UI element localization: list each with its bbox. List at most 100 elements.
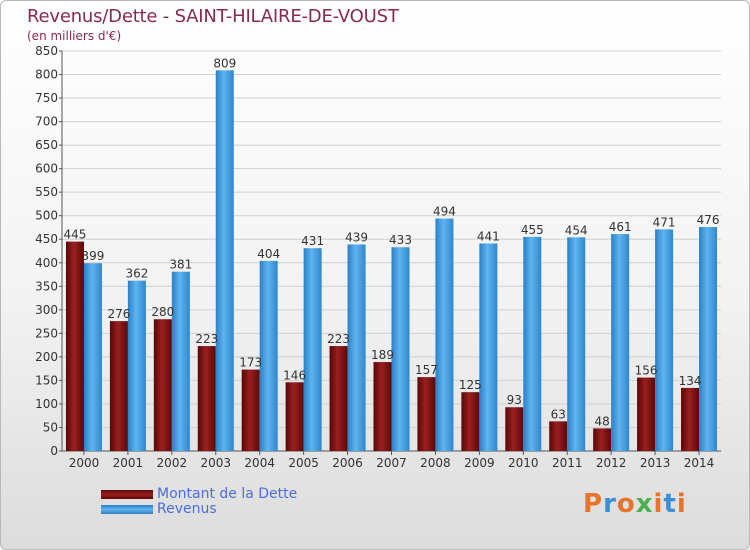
data-label-dette: 189 (371, 348, 394, 362)
legend-swatch-revenus (101, 505, 153, 514)
data-label-revenus: 461 (609, 220, 632, 234)
bar-revenus (83, 263, 102, 451)
bars (65, 70, 718, 451)
logo-letter: r (603, 489, 617, 519)
bar-revenus (699, 227, 718, 451)
logo-letter: x (635, 489, 654, 519)
bar-revenus (347, 244, 366, 451)
x-tick-label: 2004 (244, 456, 275, 470)
data-label-dette: 276 (107, 307, 130, 321)
y-tick-label: 850 (35, 44, 58, 58)
legend-swatch-dette (101, 490, 153, 499)
y-tick-label: 600 (35, 162, 58, 176)
data-label-dette: 156 (635, 364, 658, 378)
data-label-dette: 134 (679, 374, 702, 388)
chart-unit-label: (en milliers d'€) (27, 29, 122, 43)
legend-label-revenus: Revenus (157, 501, 217, 517)
legend-label-dette: Montant de la Dette (157, 486, 298, 502)
bar-revenus (259, 260, 278, 451)
logo-letter: t (663, 489, 677, 519)
data-label-revenus: 454 (565, 223, 588, 237)
data-label-revenus: 381 (169, 258, 192, 272)
bar-revenus (127, 280, 146, 451)
data-label-dette: 445 (64, 228, 87, 242)
bar-revenus (655, 229, 674, 451)
x-tick-label: 2013 (640, 456, 671, 470)
y-tick-label: 450 (35, 232, 58, 246)
bar-dette (197, 346, 216, 451)
data-label-revenus: 431 (301, 234, 324, 248)
bar-dette (461, 392, 480, 451)
x-tick-label: 2007 (376, 456, 407, 470)
x-tick-label: 2011 (552, 456, 583, 470)
x-tick-label: 2001 (113, 456, 144, 470)
bar-dette (505, 407, 524, 451)
x-tick-label: 2003 (200, 456, 231, 470)
y-tick-label: 650 (35, 138, 58, 152)
bar-revenus (611, 234, 630, 451)
bar-dette (285, 382, 304, 451)
bar-dette (681, 387, 700, 451)
bar-dette (417, 377, 436, 451)
bar-revenus (303, 248, 322, 451)
data-label-dette: 93 (507, 393, 522, 407)
data-label-dette: 157 (415, 363, 438, 377)
bar-revenus (523, 236, 542, 451)
y-tick-label: 150 (35, 373, 58, 387)
data-label-revenus: 476 (697, 213, 720, 227)
y-tick-label: 750 (35, 91, 58, 105)
bar-dette (637, 377, 656, 451)
logo-letter: P (583, 489, 604, 519)
data-label-dette: 223 (327, 332, 350, 346)
data-label-dette: 173 (239, 356, 262, 370)
y-tick-label: 550 (35, 185, 58, 199)
y-tick-label: 400 (35, 256, 58, 270)
y-tick-label: 300 (35, 303, 58, 317)
bar-dette (109, 321, 128, 451)
data-label-revenus: 471 (653, 215, 676, 229)
bar-revenus (567, 237, 586, 451)
data-label-revenus: 404 (257, 247, 280, 261)
y-tick-label: 800 (35, 68, 58, 82)
y-tick-label: 200 (35, 350, 58, 364)
x-tick-label: 2002 (157, 456, 188, 470)
data-label-revenus: 455 (521, 223, 544, 237)
data-label-revenus: 399 (82, 249, 105, 263)
bar-revenus (215, 70, 234, 451)
logo-letter: i (653, 489, 664, 519)
x-tick-label: 2005 (288, 456, 319, 470)
bar-dette (153, 319, 172, 451)
data-label-revenus: 494 (433, 205, 456, 219)
y-tick-label: 500 (35, 209, 58, 223)
x-tick-label: 2010 (508, 456, 539, 470)
bar-revenus (391, 247, 410, 451)
bar-dette (373, 362, 392, 451)
bar-dette (593, 428, 612, 451)
x-tick-label: 2014 (684, 456, 715, 470)
y-tick-label: 50 (43, 420, 58, 434)
y-tick-label: 700 (35, 115, 58, 129)
x-tick-label: 2008 (420, 456, 451, 470)
x-tick-label: 2009 (464, 456, 495, 470)
data-label-revenus: 439 (345, 230, 368, 244)
bar-revenus (171, 271, 190, 451)
data-labels: 445 399 276 362 280 381 223 809 173 404 146 431 223 4… (64, 56, 720, 428)
data-label-dette: 146 (283, 368, 306, 382)
logo-letter: i (676, 489, 687, 519)
y-tick-label: 250 (35, 326, 58, 340)
data-label-dette: 63 (551, 407, 566, 421)
data-label-dette: 125 (459, 378, 482, 392)
y-tick-label: 350 (35, 279, 58, 293)
data-label-dette: 48 (595, 414, 610, 428)
y-tick-label: 0 (50, 444, 58, 458)
x-tick-label: 2012 (596, 456, 627, 470)
proxiti-logo: Proxiti (583, 489, 687, 519)
data-label-revenus: 362 (125, 267, 148, 281)
bar-dette (241, 369, 260, 451)
bar-dette (549, 421, 568, 451)
chart-title: Revenus/Dette - SAINT-HILAIRE-DE-VOUST (27, 6, 399, 27)
bar-revenus (479, 243, 498, 451)
data-label-dette: 223 (195, 332, 218, 346)
